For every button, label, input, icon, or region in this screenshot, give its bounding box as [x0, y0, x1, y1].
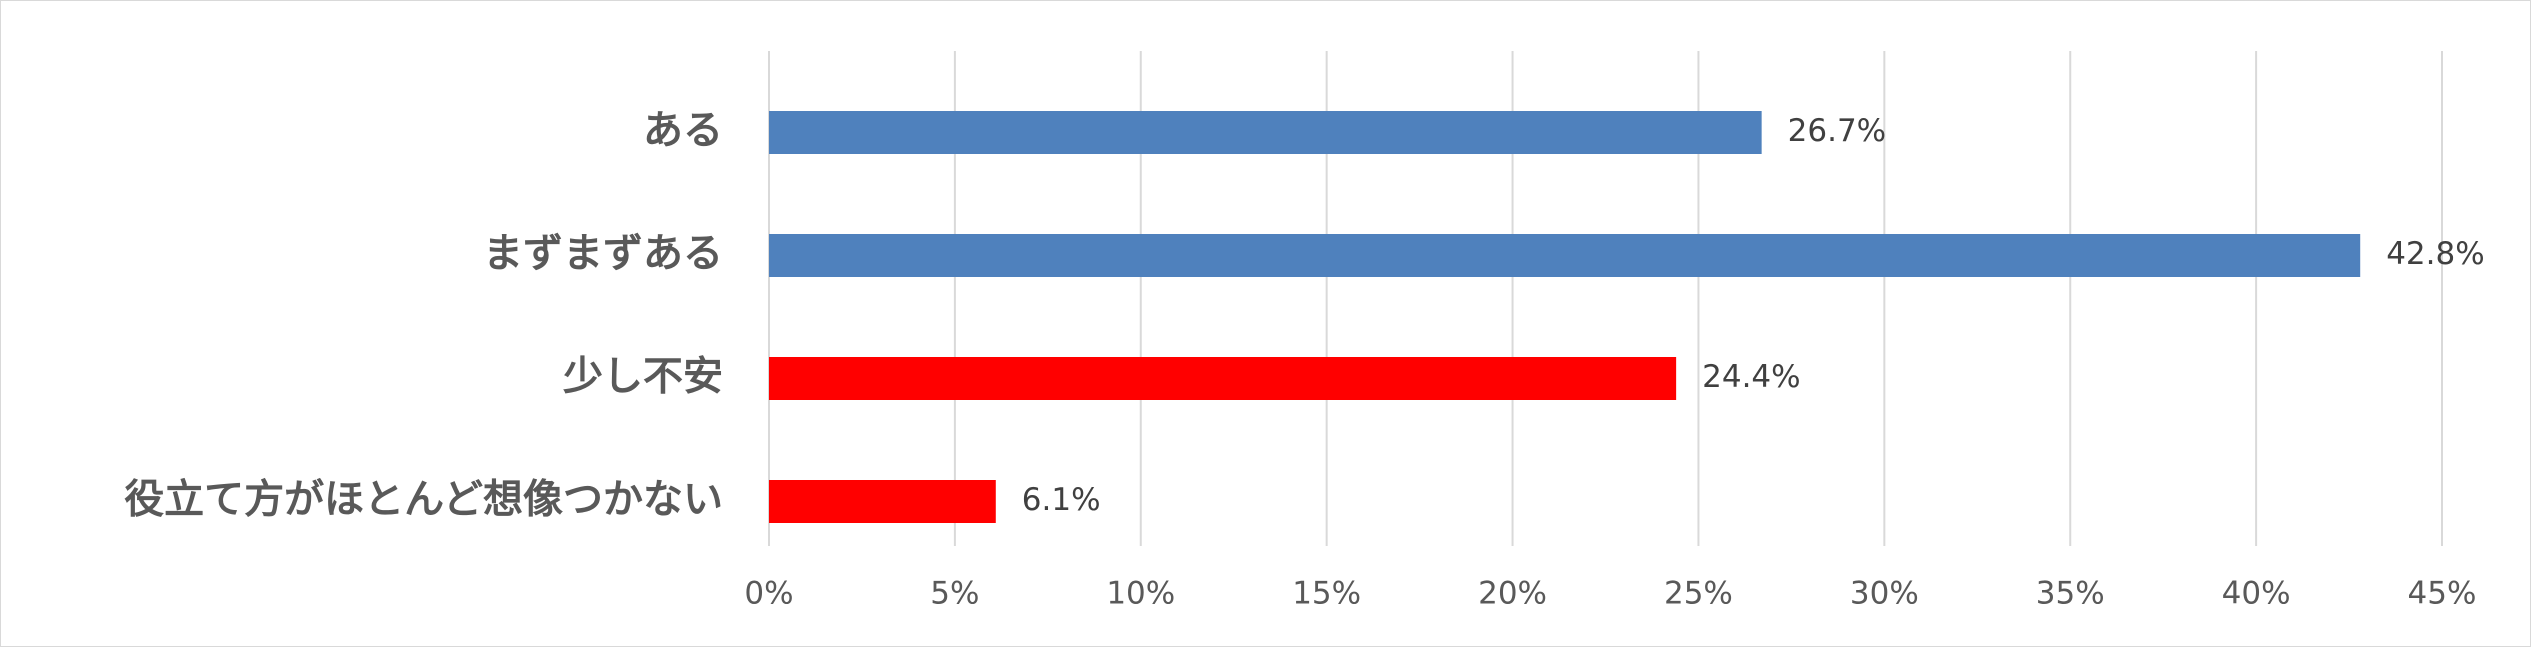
x-tick-label: 25%	[1664, 576, 1733, 612]
category-label: まずまずある	[483, 231, 723, 277]
x-tick-label: 30%	[1850, 576, 1919, 612]
value-labels: 26.7% 42.8% 24.4% 6.1%	[1022, 113, 2485, 518]
bar-value-label: 26.7%	[1788, 113, 1886, 149]
bar-value-label: 42.8%	[2386, 236, 2484, 272]
x-tick-label: 35%	[2036, 576, 2105, 612]
x-tick-labels: 0% 5% 10% 15% 20% 25% 30% 35% 40% 45%	[744, 576, 2476, 612]
bar	[769, 357, 1677, 400]
bar	[769, 234, 2361, 277]
x-tick-label: 5%	[930, 576, 979, 612]
x-tick-label: 10%	[1106, 576, 1175, 612]
x-tick-label: 45%	[2408, 576, 2477, 612]
x-tick-label: 0%	[744, 576, 793, 612]
bars	[769, 111, 2361, 523]
x-tick-label: 15%	[1292, 576, 1361, 612]
x-tick-label: 20%	[1478, 576, 1547, 612]
x-tick-label: 40%	[2222, 576, 2291, 612]
bar	[769, 111, 1762, 154]
bar-value-label: 6.1%	[1022, 482, 1101, 518]
bar-value-label: 24.4%	[1702, 359, 1800, 395]
category-label: 役立て方がほとんど想像つかない	[124, 477, 723, 523]
category-label: ある	[643, 108, 723, 154]
bar	[769, 480, 996, 523]
category-label: 少し不安	[563, 354, 723, 400]
